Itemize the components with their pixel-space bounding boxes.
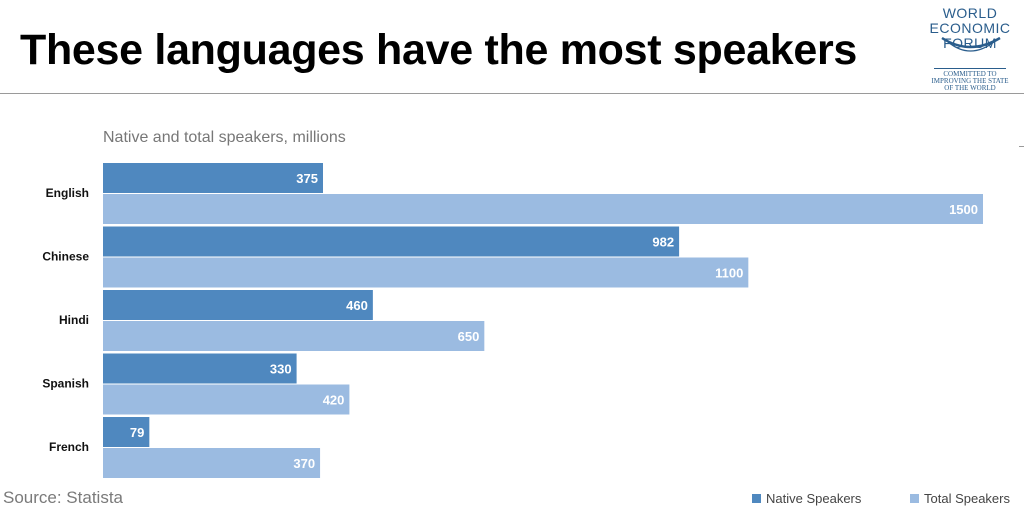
category-label-hindi: Hindi [59, 313, 89, 327]
legend-swatch-total [910, 494, 919, 503]
bar-total-chinese [103, 257, 749, 288]
bar-native-hindi [103, 290, 373, 320]
page-title: These languages have the most speakers [20, 26, 858, 74]
legend-label-native: Native Speakers [766, 491, 862, 506]
header-divider [0, 93, 1024, 94]
bar-total-french [103, 448, 321, 478]
legend-item-total: Total Speakers [910, 491, 1010, 506]
legend-swatch-native [752, 494, 761, 503]
logo-text-world: WORLD [942, 5, 998, 21]
bar-native-english [103, 163, 323, 193]
value-label-total-english: 1500 [949, 202, 978, 217]
bar-total-spanish [103, 384, 350, 415]
value-label-native-chinese: 982 [652, 235, 674, 250]
category-label-english: English [46, 186, 89, 200]
edge-tick [1019, 146, 1024, 147]
bar-native-chinese [103, 226, 680, 257]
value-label-total-hindi: 650 [458, 329, 480, 344]
value-label-native-hindi: 460 [346, 298, 368, 313]
chart-subtitle: Native and total speakers, millions [103, 129, 346, 146]
category-label-french: French [49, 440, 89, 454]
logo-text-forum: FORUM [943, 35, 997, 51]
bar-total-hindi [103, 321, 485, 351]
category-label-spanish: Spanish [42, 377, 89, 391]
legend-label-total: Total Speakers [924, 491, 1010, 506]
logo-tagline-1: COMMITTED TO [943, 70, 997, 78]
logo-tagline-2: IMPROVING THE STATE [931, 77, 1009, 85]
value-label-total-chinese: 1100 [715, 266, 743, 281]
value-label-total-french: 370 [293, 456, 315, 471]
logo-tagline-3: OF THE WORLD [944, 84, 996, 92]
value-label-total-spanish: 420 [323, 393, 345, 408]
bar-total-english [103, 194, 983, 224]
globe-arc-icon [941, 36, 1001, 52]
value-label-native-spanish: 330 [270, 362, 292, 377]
value-label-native-french: 79 [130, 425, 144, 440]
bar-native-french [103, 417, 150, 447]
logo-rule [934, 68, 1006, 69]
value-label-native-english: 375 [296, 171, 318, 186]
bar-native-spanish [103, 353, 297, 384]
wef-logo: WORLD ECONOMIC FORUM COMMITTED TO IMPROV… [920, 4, 1020, 92]
source-note: Source: Statista [3, 488, 124, 507]
category-label-chinese: Chinese [42, 250, 89, 264]
legend-item-native: Native Speakers [752, 491, 861, 506]
logo-text-economic: ECONOMIC [929, 20, 1011, 36]
